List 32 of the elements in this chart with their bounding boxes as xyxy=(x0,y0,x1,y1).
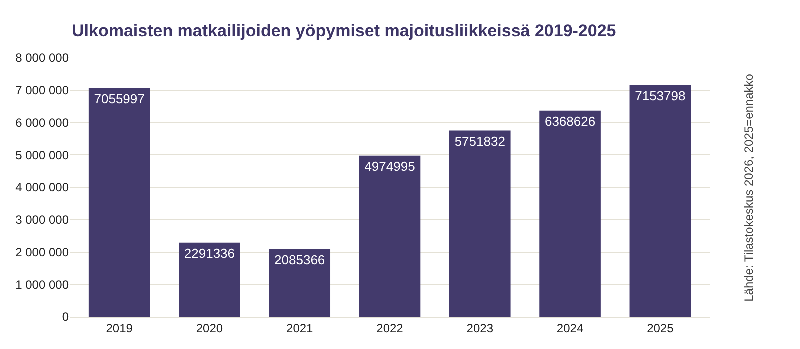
x-tick-label: 2024 xyxy=(556,321,584,336)
y-tick-label: 2 000 000 xyxy=(16,245,70,260)
data-label: 2085366 xyxy=(274,252,326,268)
x-tick-label: 2022 xyxy=(376,321,404,336)
x-tick-label: 2021 xyxy=(286,321,314,336)
y-tick-label: 1 000 000 xyxy=(16,278,70,292)
data-label: 5751832 xyxy=(454,134,506,149)
bar xyxy=(540,110,601,317)
data-label: 4974995 xyxy=(364,158,416,174)
y-tick-label: 7 000 000 xyxy=(16,84,70,98)
x-tick-label: 2020 xyxy=(196,321,224,336)
data-label: 2291336 xyxy=(184,246,236,261)
data-label: 7153798 xyxy=(635,88,686,104)
bar xyxy=(269,249,331,317)
bar xyxy=(449,130,511,317)
y-tick-label: 3 000 000 xyxy=(16,213,70,228)
y-tick-label: 8 000 000 xyxy=(16,51,70,66)
x-tick-label: 2019 xyxy=(106,321,134,336)
bar xyxy=(630,85,692,317)
y-tick-label: 5 000 000 xyxy=(16,148,70,162)
bar xyxy=(88,88,150,317)
chart-title: Ulkomaisten matkailijoiden yöpymiset majoitusliikkeissä 2019-2025 xyxy=(72,21,616,40)
data-label: 6368626 xyxy=(544,114,596,129)
y-tick-label: 0 xyxy=(62,310,70,324)
y-tick-label: 6 000 000 xyxy=(16,116,70,130)
bar xyxy=(179,242,240,317)
x-tick-label: 2023 xyxy=(466,321,494,336)
data-label: 7055997 xyxy=(94,92,145,107)
bar xyxy=(359,156,421,317)
text: Lähde: Tilastokeskus 2026, 2025=ennakko xyxy=(742,74,756,302)
y-tick-label: 4 000 000 xyxy=(16,180,70,195)
x-tick-label: 2025 xyxy=(647,321,674,336)
